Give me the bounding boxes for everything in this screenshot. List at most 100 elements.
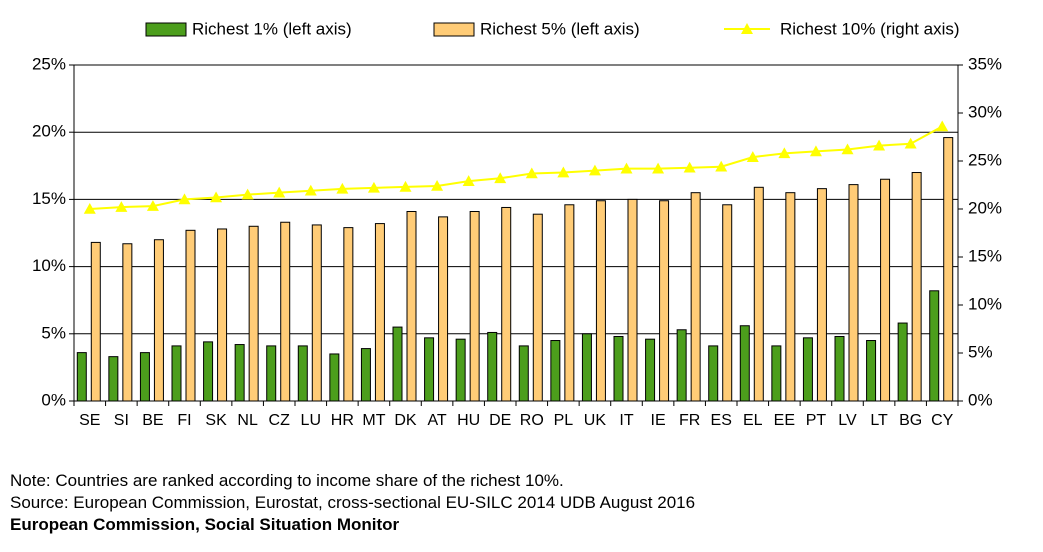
point-richest-10pct: [809, 145, 822, 157]
bar-richest-5pct: [690, 192, 701, 402]
point-richest-10pct: [588, 164, 601, 176]
x-tick-label: MT: [362, 412, 385, 429]
point-richest-10pct: [399, 180, 412, 192]
x-tick-label: SK: [205, 412, 227, 429]
note-source: Source: European Commission, Eurostat, c…: [10, 493, 696, 512]
x-tick-label: RO: [520, 412, 544, 429]
bar-richest-5pct: [943, 137, 954, 402]
bar-richest-1pct: [645, 338, 656, 402]
bar-richest-5pct: [122, 243, 133, 402]
point-richest-10pct: [715, 160, 728, 172]
point-richest-10pct: [873, 139, 886, 151]
bar-richest-5pct: [438, 216, 449, 402]
right-axis-tick-label: 25%: [968, 150, 1002, 169]
bar-richest-5pct: [880, 178, 891, 402]
x-tick-label: FI: [177, 412, 191, 429]
bar-richest-5pct: [343, 227, 354, 402]
bar-richest-1pct: [866, 340, 877, 402]
x-tick-label: IT: [619, 412, 633, 429]
bar-richest-1pct: [76, 352, 87, 402]
note-ranking: Note: Countries are ranked according to …: [10, 471, 564, 490]
bar-richest-1pct: [297, 345, 308, 402]
x-tick-label: EL: [743, 412, 763, 429]
point-richest-10pct: [778, 147, 791, 159]
x-tick-label: PL: [554, 412, 574, 429]
point-richest-10pct: [241, 188, 254, 200]
bar-richest-5pct: [153, 239, 164, 402]
income-share-chart: 0% 5% 10% 15% 20% 25% 0% 5% 10% 15% 20% 25% 30% 35% SE…: [32, 19, 1002, 429]
bar-richest-1pct: [518, 345, 529, 402]
x-tick-label: BE: [142, 412, 163, 429]
bar-richest-1pct: [487, 331, 498, 402]
x-tick-label: SI: [114, 412, 129, 429]
point-richest-10pct: [146, 200, 159, 211]
x-tick-label: PT: [806, 412, 827, 429]
bar-richest-5pct: [627, 198, 638, 402]
point-richest-10pct: [462, 175, 475, 186]
x-tick-label: DK: [394, 412, 417, 429]
point-richest-10pct: [841, 143, 854, 155]
x-tick-label: FR: [679, 412, 700, 429]
bar-richest-1pct: [897, 322, 908, 402]
x-tick-label: LT: [870, 412, 888, 429]
legend-marker-richest-10pct: [741, 23, 753, 34]
bar-richest-5pct: [90, 241, 101, 402]
bar-richest-5pct: [311, 224, 322, 402]
right-axis-tick-label: 35%: [968, 54, 1002, 73]
bar-richest-1pct: [708, 345, 719, 402]
right-axis-tick-label: 10%: [968, 294, 1002, 313]
left-axis-tick-label: 0%: [41, 390, 66, 409]
bar-richest-1pct: [139, 352, 150, 402]
legend-swatch-richest-5pct: [433, 22, 475, 37]
legend-label: Richest 1% (left axis): [192, 19, 352, 38]
point-richest-10pct: [336, 182, 349, 194]
point-richest-10pct: [273, 186, 286, 198]
bar-richest-5pct: [564, 204, 575, 402]
bar-richest-5pct: [374, 223, 385, 402]
bar-richest-1pct: [203, 341, 214, 402]
bar-richest-5pct: [217, 228, 228, 402]
x-tick-label: SE: [79, 412, 100, 429]
legend-swatch-richest-1pct: [145, 22, 187, 37]
note-publisher: European Commission, Social Situation Mo…: [10, 515, 400, 534]
x-tick-label: CY: [931, 412, 954, 429]
x-tick-label: LV: [838, 412, 857, 429]
point-richest-10pct: [83, 203, 96, 214]
line-richest-10pct: [89, 125, 943, 210]
bar-richest-1pct: [234, 344, 245, 402]
bar-richest-1pct: [455, 338, 466, 402]
point-richest-10pct: [178, 193, 191, 205]
right-axis-tick-label: 5%: [968, 342, 993, 361]
x-tick-label: HR: [331, 412, 354, 429]
bar-richest-1pct: [676, 329, 687, 402]
legend-label: Richest 5% (left axis): [480, 19, 640, 38]
x-tick-label: ES: [711, 412, 732, 429]
right-axis-tick-label: 30%: [968, 102, 1002, 121]
point-richest-10pct: [746, 151, 759, 162]
bar-richest-1pct: [360, 348, 371, 402]
bar-richest-5pct: [532, 213, 543, 402]
notes-block: Note: Countries are ranked according to …: [10, 470, 695, 536]
bar-richest-1pct: [834, 335, 845, 402]
x-tick-label: BG: [899, 412, 922, 429]
bar-richest-1pct: [424, 337, 435, 402]
bar-richest-1pct: [929, 290, 940, 402]
right-axis-tick-label: 20%: [968, 198, 1002, 217]
bar-richest-5pct: [659, 200, 670, 402]
bar-richest-5pct: [785, 192, 796, 402]
x-tick-label: AT: [427, 412, 446, 429]
point-richest-10pct: [431, 179, 444, 191]
point-richest-10pct: [494, 172, 507, 184]
x-tick-label: DE: [489, 412, 511, 429]
left-axis-tick-label: 10%: [32, 256, 66, 275]
bar-richest-1pct: [802, 337, 813, 402]
bar-richest-5pct: [469, 210, 480, 402]
bar-richest-1pct: [613, 335, 624, 402]
right-axis-tick-label: 15%: [968, 246, 1002, 265]
point-richest-10pct: [652, 162, 665, 174]
right-axis-tick-label: 0%: [968, 390, 993, 409]
bar-richest-1pct: [392, 326, 403, 402]
bar-richest-1pct: [550, 340, 561, 402]
bar-richest-5pct: [248, 225, 259, 402]
x-tick-label: CZ: [269, 412, 291, 429]
